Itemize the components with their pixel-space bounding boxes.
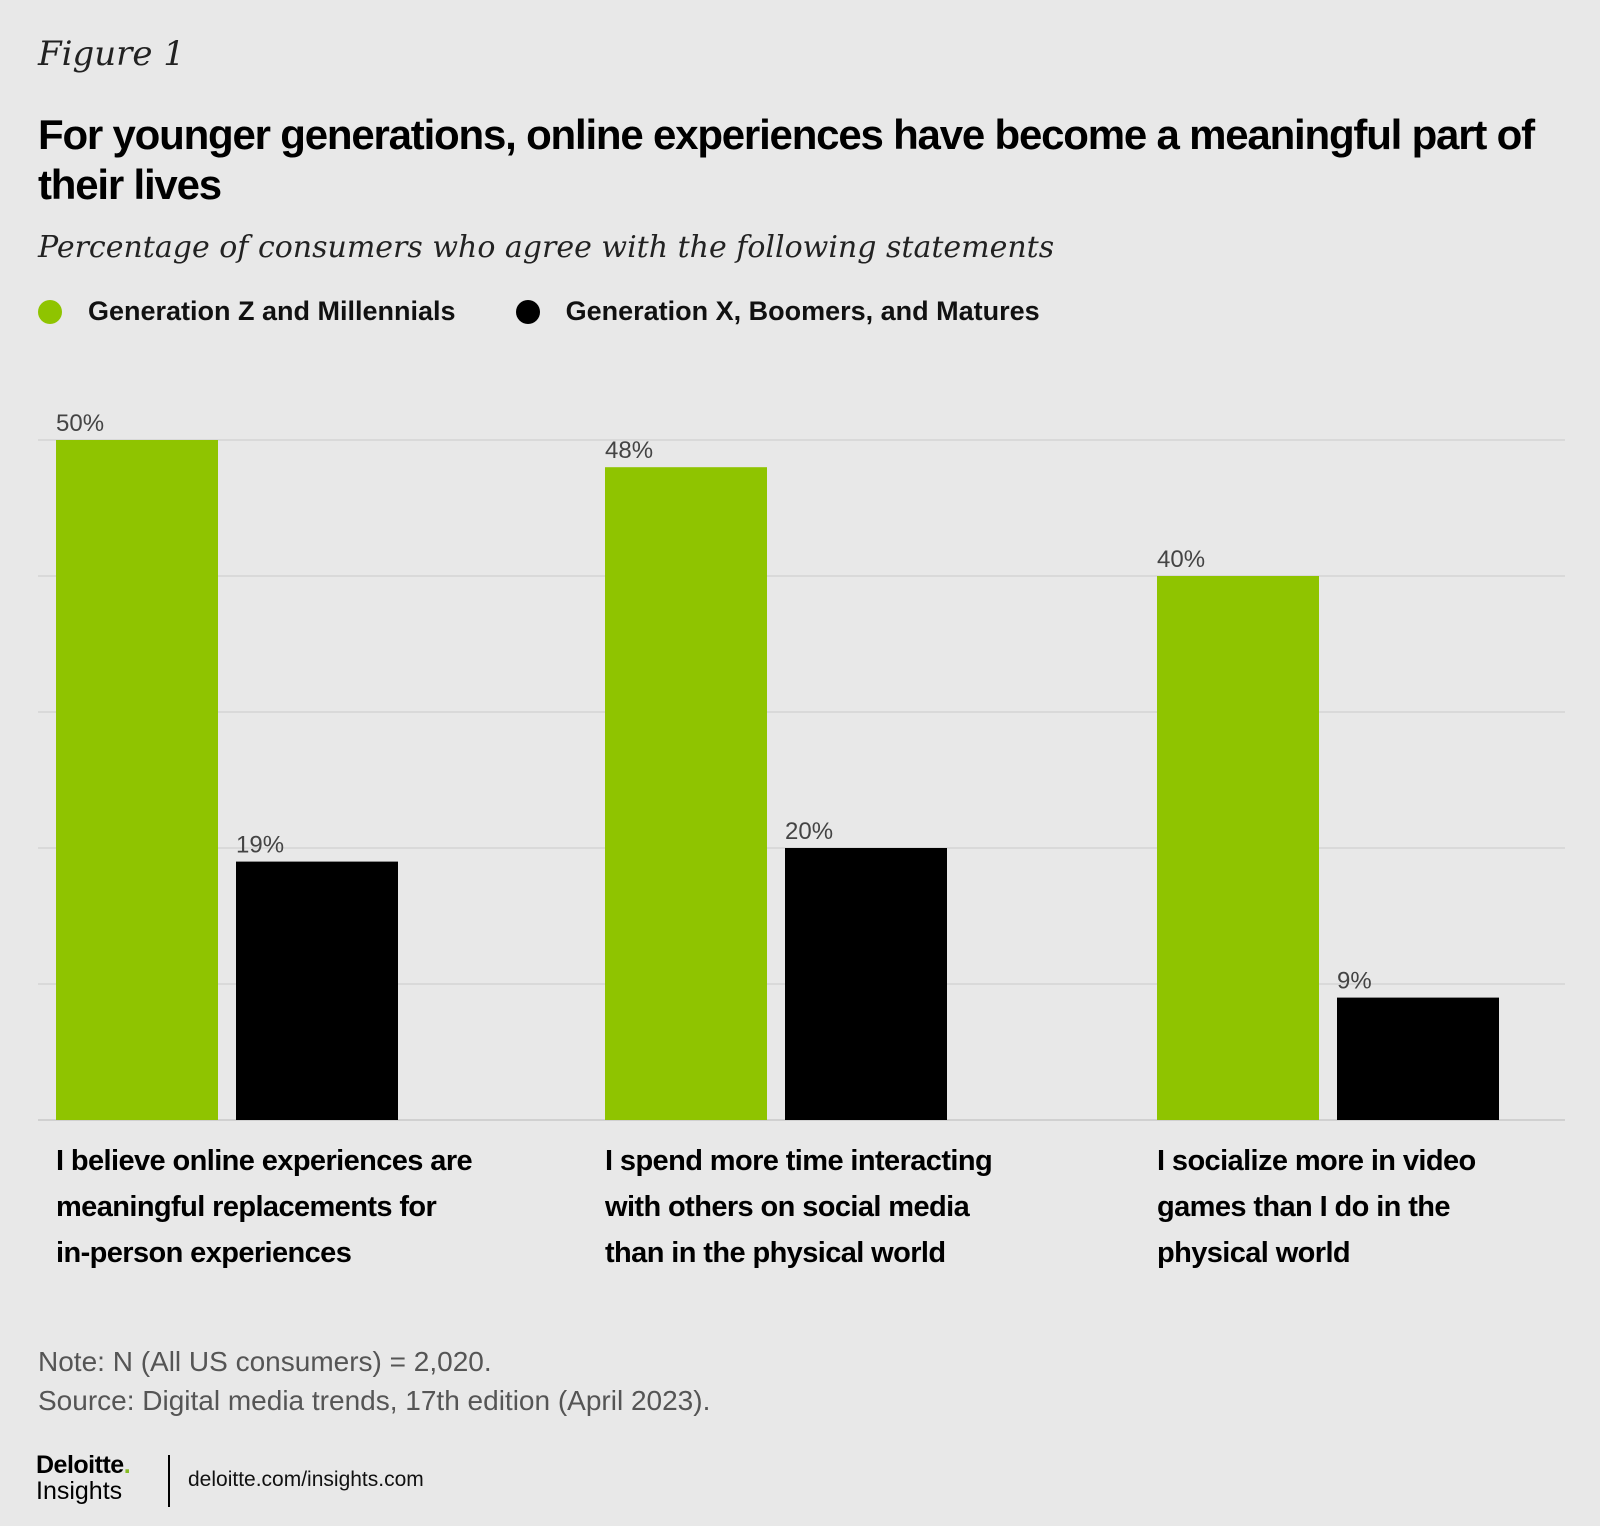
legend-dot-green-icon bbox=[38, 299, 62, 324]
legend-item-gen-z-millennials: Generation Z and Millennials bbox=[38, 296, 456, 327]
legend-label: Generation Z and Millennials bbox=[88, 296, 456, 326]
brand-dot: . bbox=[123, 1451, 131, 1479]
bar-chart: 50% 48% 40% 19% 20% 9% bbox=[38, 410, 1565, 1121]
source-text: Source: Digital media trends, 17th editi… bbox=[38, 1385, 711, 1416]
bar-gen-z-millennials-3 bbox=[1157, 576, 1319, 1120]
figure-label: Figure 1 bbox=[38, 34, 185, 74]
chart-subtitle: Percentage of consumers who agree with t… bbox=[38, 230, 1055, 265]
site-link[interactable]: deloitte.com/insights.com bbox=[188, 1468, 424, 1491]
deloitte-insights-logo: Deloitte. Insights bbox=[36, 1451, 131, 1505]
bar-value-label: 19% bbox=[236, 832, 284, 859]
legend-label: Generation X, Boomers, and Matures bbox=[565, 296, 1040, 326]
bar-value-label: 50% bbox=[56, 410, 104, 437]
bar-gen-x-boomers-matures-2 bbox=[785, 848, 947, 1120]
legend: Generation Z and Millennials Generation … bbox=[38, 296, 1100, 327]
legend-item-gen-x-boomers-matures: Generation X, Boomers, and Matures bbox=[515, 296, 1040, 327]
bar-value-label: 48% bbox=[605, 437, 653, 464]
category-label-2: I spend more time interacting with other… bbox=[605, 1145, 993, 1269]
brand-name: Deloitte bbox=[36, 1451, 124, 1479]
footnote: Note: N (All US consumers) = 2,020. Sour… bbox=[38, 1342, 710, 1420]
category-label-1: I believe online experiences are meaning… bbox=[56, 1145, 473, 1269]
bar-value-label: 20% bbox=[785, 818, 833, 845]
bar-gen-x-boomers-matures-1 bbox=[236, 861, 398, 1120]
bar-gen-x-boomers-matures-3 bbox=[1337, 997, 1499, 1120]
bar-value-label: 40% bbox=[1157, 546, 1205, 573]
bar-value-label: 9% bbox=[1337, 968, 1372, 995]
bar-gen-z-millennials-1 bbox=[56, 440, 218, 1120]
brand-divider bbox=[168, 1455, 170, 1507]
category-label-3: I socialize more in video games than I d… bbox=[1157, 1145, 1476, 1269]
bar-gen-z-millennials-2 bbox=[605, 467, 767, 1120]
brand-sub: Insights bbox=[36, 1477, 123, 1505]
chart-title: For younger generations, online experien… bbox=[38, 111, 1535, 208]
legend-dot-black-icon bbox=[515, 299, 540, 324]
note-text: Note: N (All US consumers) = 2,020. bbox=[38, 1346, 492, 1377]
